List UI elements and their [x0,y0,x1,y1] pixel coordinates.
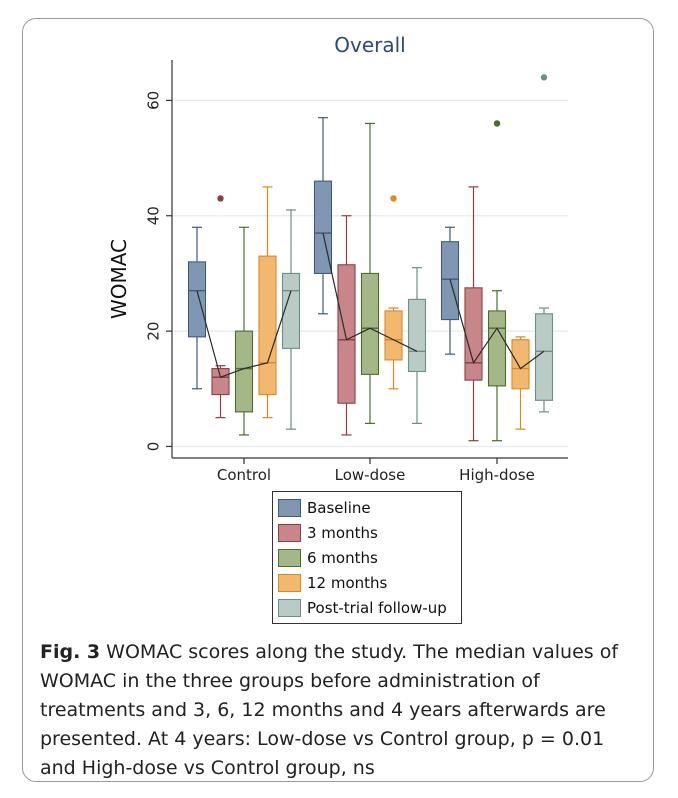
y-tick-label: 0 [145,442,163,452]
box-12-months [258,255,277,396]
figure-caption: Fig. 3 WOMAC scores along the study. The … [40,638,640,783]
box-baseline [187,261,207,338]
legend-label: 3 months [307,524,378,542]
median-trend-line [322,232,418,352]
box-post-trial-follow-up [281,272,301,349]
box-6-months [487,310,507,387]
outlier-point [217,195,224,202]
y-tick-label: 40 [145,206,163,225]
box-3-months [337,264,356,404]
median-trend-line [196,290,292,379]
legend-swatch [278,499,301,517]
x-tick-label: Low-dose [335,466,406,484]
outlier-point [493,120,501,127]
median-trend-line [449,279,545,370]
legend-label: Post-trial follow-up [307,599,447,617]
x-tick-label: Control [217,466,271,484]
legend-swatch [278,549,301,567]
outlier-point [390,195,397,202]
legend-label: 6 months [307,549,378,567]
box-post-trial-follow-up [407,298,427,373]
caption-label: Fig. 3 [40,641,101,663]
legend-item: 6 months [278,547,378,569]
legend-swatch [278,574,301,592]
box-6-months [234,330,254,413]
legend-item: 3 months [278,522,378,544]
legend-item: Post-trial follow-up [278,597,447,619]
legend-swatch [278,599,301,617]
box-3-months [464,287,483,381]
chart-title: Overall [334,33,405,57]
chart-legend: Baseline 3 months 6 months 12 months Post-tr… [272,491,462,624]
y-axis-label: WOMAC [107,239,131,319]
legend-label: Baseline [307,499,371,517]
legend-item: 12 months [278,572,387,594]
box-3-months [211,368,230,396]
box-6-months [360,272,380,375]
legend-item: Baseline [278,497,371,519]
y-tick-label: 60 [145,91,163,110]
legend-label: 12 months [307,574,388,592]
box-post-trial-follow-up [534,313,554,401]
legend-swatch [278,524,301,542]
box-12-months [511,339,530,390]
x-tick-label: High-dose [459,466,535,484]
box-12-months [384,310,403,361]
y-tick-label: 20 [145,322,163,341]
caption-text: WOMAC scores along the study. The median… [40,641,619,779]
outlier-point [540,74,548,81]
